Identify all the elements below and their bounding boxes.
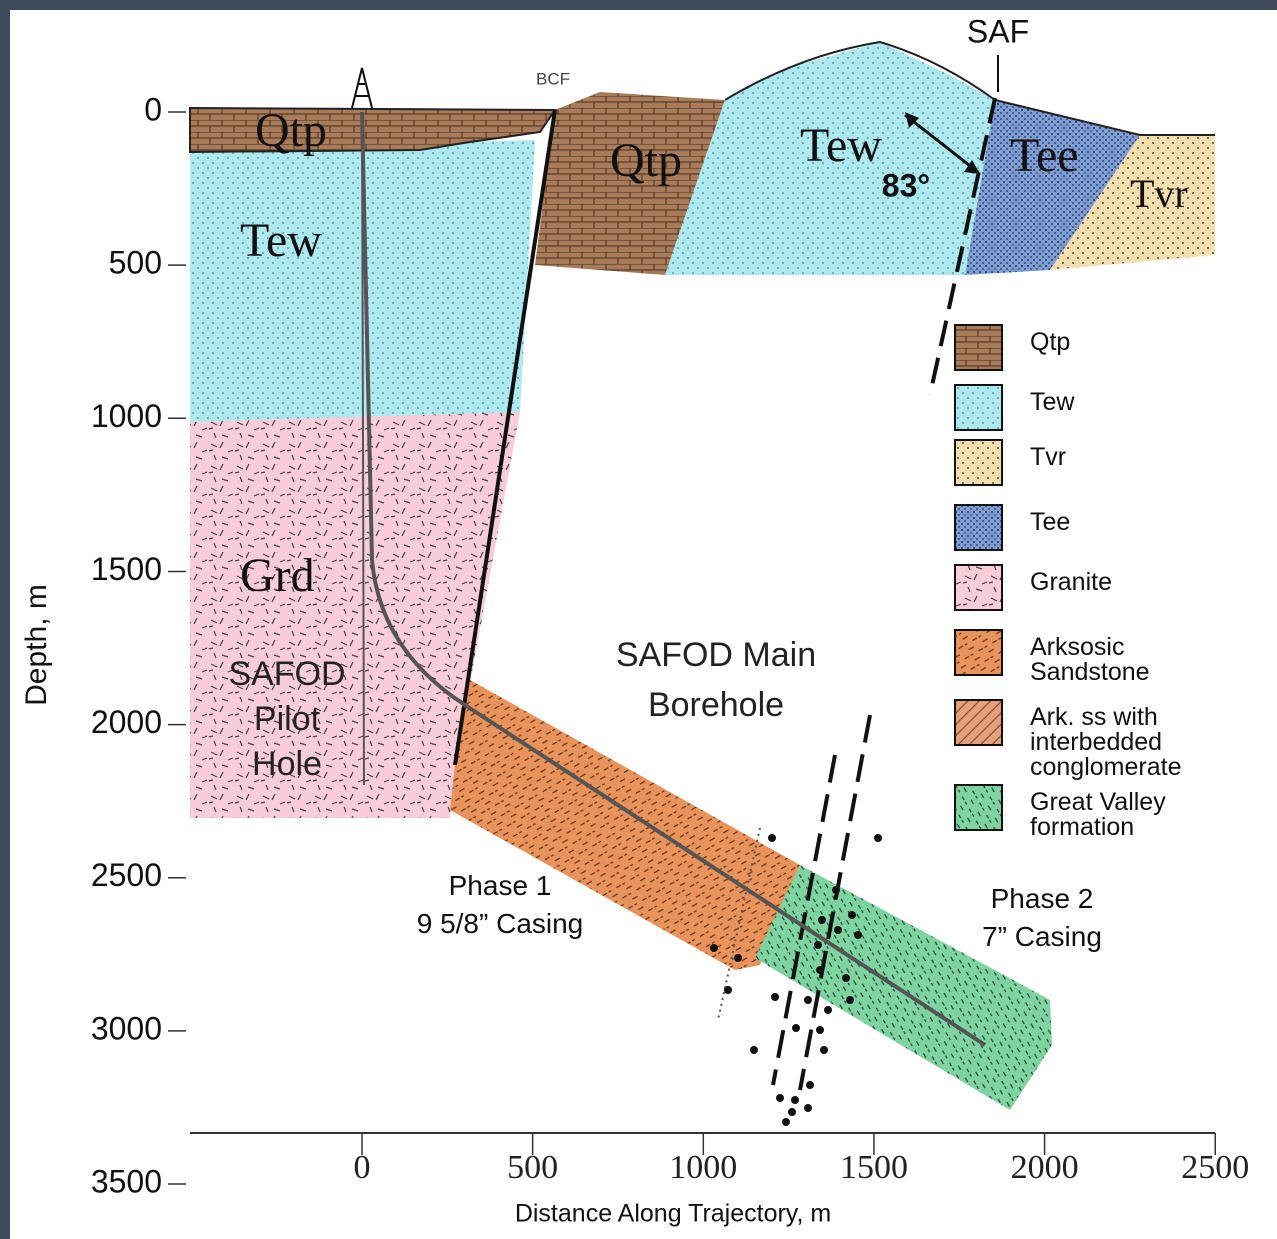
legend-line: interbedded — [1030, 728, 1162, 756]
legend-swatch — [955, 565, 1002, 610]
text-line: 9 5/8” Casing — [417, 908, 584, 939]
legend-line: Sandstone — [1030, 658, 1150, 686]
x-tick-label: 500 — [507, 1149, 558, 1186]
formation-label: Qtp — [610, 134, 682, 187]
legend-line: Great Valley — [1030, 788, 1166, 816]
legend-label: Tew — [1030, 388, 1075, 416]
x-tick-label: 1000 — [669, 1149, 737, 1186]
y-axis-label: Depth, m — [20, 584, 53, 706]
formation-label: Tew — [800, 119, 882, 172]
y-tick-label: 0 — [144, 91, 162, 127]
legend-swatch — [955, 700, 1002, 745]
legend-line: Tvr — [1030, 443, 1066, 471]
y-tick-label: 2000 — [91, 704, 162, 740]
legend-swatch — [955, 785, 1002, 830]
legend-swatch — [955, 385, 1002, 430]
legend-line: Tee — [1030, 508, 1070, 536]
x-tick-label: 2500 — [1181, 1149, 1249, 1186]
legend-label: Tvr — [1030, 443, 1066, 471]
x-tick-label: 1500 — [840, 1149, 908, 1186]
legend-line: Ark. ss with — [1030, 703, 1158, 731]
y-tick-label: 1000 — [91, 398, 162, 434]
text-line: Pilot — [254, 700, 321, 738]
x-tick-label: 0 — [354, 1149, 371, 1186]
saf-label: SAF — [967, 13, 1029, 49]
text-line: SAFOD Main — [616, 636, 816, 674]
figure: Qtp Tew Qtp Tew Tee Tvr Grd SAF BCF 83° … — [0, 0, 1277, 1239]
formation-label: Qtp — [255, 104, 327, 157]
legend-line: Arksosic — [1030, 633, 1124, 661]
legend-line: conglomerate — [1030, 753, 1181, 781]
legend-line: Tew — [1030, 388, 1075, 416]
text-line: 7” Casing — [982, 921, 1102, 952]
legend-swatch — [955, 440, 1002, 485]
legend-line: formation — [1030, 813, 1134, 841]
legend-line: Granite — [1030, 568, 1112, 596]
legend-line: Qtp — [1030, 328, 1070, 356]
legend-label: Granite — [1030, 568, 1112, 596]
text-line: Hole — [252, 745, 322, 783]
legend-swatch — [955, 325, 1002, 370]
x-tick-label: 2000 — [1011, 1149, 1079, 1186]
legend-label: Qtp — [1030, 328, 1070, 356]
text-line: Phase 2 — [991, 883, 1094, 914]
legend-label: Tee — [1030, 508, 1070, 536]
y-tick-label: 500 — [109, 245, 162, 281]
formation-label: Tee — [1010, 129, 1079, 182]
legend-swatch — [955, 630, 1002, 675]
bcf-label: BCF — [536, 69, 570, 88]
text-line: Borehole — [648, 686, 784, 724]
y-tick-label: 1500 — [91, 551, 162, 587]
text-line: Phase 1 — [449, 870, 552, 901]
formation-label: Tew — [240, 214, 322, 267]
y-tick-label: 3000 — [91, 1010, 162, 1046]
formation-label: Tvr — [1130, 171, 1188, 216]
x-axis-label: Distance Along Trajectory, m — [515, 1200, 831, 1228]
angle-label: 83° — [882, 167, 930, 203]
text-line: SAFOD — [228, 655, 345, 693]
legend-swatch — [955, 505, 1002, 550]
formation-label: Grd — [240, 549, 315, 602]
page: { "axes": { "y_label": "Depth, m", "y_ti… — [0, 0, 1277, 1239]
y-tick-label: 2500 — [91, 857, 162, 893]
y-tick-label: 3500 — [91, 1164, 162, 1200]
